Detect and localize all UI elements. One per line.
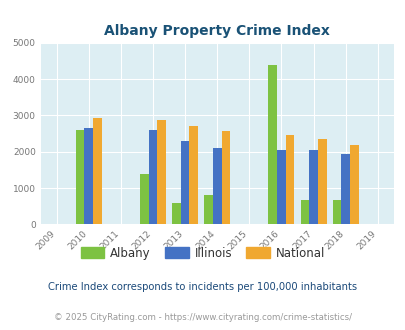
Text: Crime Index corresponds to incidents per 100,000 inhabitants: Crime Index corresponds to incidents per… — [48, 282, 357, 292]
Bar — [140, 174, 148, 224]
Bar — [157, 120, 166, 224]
Bar — [189, 126, 198, 224]
Bar — [212, 148, 221, 224]
Bar — [341, 154, 349, 224]
Bar — [148, 130, 157, 224]
Title: Albany Property Crime Index: Albany Property Crime Index — [104, 23, 329, 38]
Bar — [332, 200, 341, 224]
Bar — [268, 65, 277, 224]
Bar — [300, 200, 309, 224]
Bar — [221, 131, 230, 224]
Bar — [84, 128, 93, 224]
Bar — [172, 203, 180, 224]
Bar — [204, 195, 212, 224]
Bar — [317, 139, 326, 224]
Bar — [309, 150, 317, 224]
Bar — [285, 135, 294, 224]
Bar — [76, 130, 84, 224]
Bar — [93, 118, 102, 224]
Bar — [349, 145, 358, 224]
Legend: Albany, Illinois, National: Albany, Illinois, National — [76, 242, 329, 264]
Bar — [180, 141, 189, 224]
Text: © 2025 CityRating.com - https://www.cityrating.com/crime-statistics/: © 2025 CityRating.com - https://www.city… — [54, 313, 351, 322]
Bar — [277, 149, 285, 224]
